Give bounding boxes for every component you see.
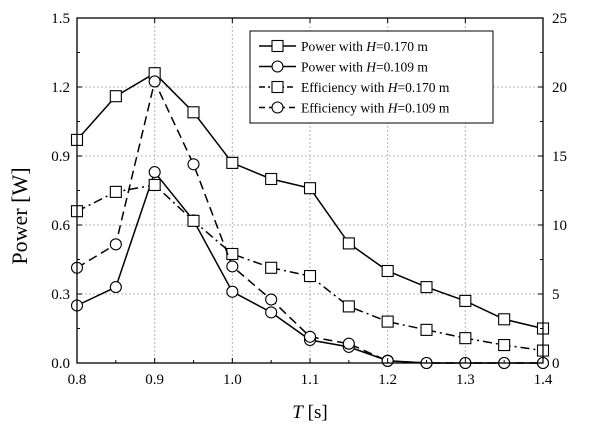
series-3-point	[342, 300, 355, 313]
series-1-point	[381, 264, 394, 278]
series-3-point	[148, 178, 161, 192]
series-1-point	[303, 182, 317, 195]
legend-marker	[271, 80, 284, 94]
legend-entry-label: Efficiency with H=0.109 m	[301, 101, 450, 116]
legend-marker	[271, 39, 284, 53]
series-3-point	[498, 339, 511, 352]
y2-tick-label: 25	[552, 11, 567, 27]
legend-entry-label: Power with H=0.170 m	[301, 39, 428, 54]
series-4-point	[342, 337, 355, 350]
x-tick-label: 1.3	[456, 372, 475, 388]
axis-labels: T [s] Power [W]	[7, 167, 328, 423]
y-tick-label: 0.0	[51, 356, 70, 372]
x-tick-label: 1.2	[378, 372, 397, 388]
series-3-point	[459, 332, 472, 345]
y-tick-label: 1.5	[51, 11, 70, 27]
series-1-point	[342, 237, 355, 250]
legend: Power with H=0.170 m Power with H=0.109 m…	[249, 30, 494, 124]
y-tick-label: 0.3	[51, 287, 70, 303]
legend-entry-label: Power with H=0.109 m	[301, 60, 428, 75]
series-3-point	[381, 315, 394, 328]
series-2-point	[265, 306, 278, 319]
y-tick-label: 0.9	[51, 149, 70, 165]
series-1-point	[226, 156, 239, 169]
x-tick-label: 1.1	[301, 372, 320, 388]
series-4-point	[226, 260, 239, 273]
y-tick-label: 1.2	[51, 80, 70, 96]
y2-tick-label: 10	[552, 218, 567, 234]
series-3-point	[187, 214, 200, 227]
series-3-point	[303, 270, 317, 283]
series-3-point	[420, 323, 433, 336]
legend-marker	[271, 60, 284, 73]
y2-tick-label: 0	[552, 356, 560, 372]
series-3-point	[265, 261, 278, 274]
series-1-point	[187, 106, 200, 119]
series-2-point	[148, 166, 161, 179]
y2-tick-label: 5	[552, 287, 560, 303]
x-axis-label: T [s]	[292, 402, 327, 423]
series-4-point	[109, 238, 122, 251]
series-2-point	[109, 281, 122, 294]
series-1-point	[459, 294, 472, 307]
series-4-point	[265, 293, 278, 306]
series-1-point	[265, 172, 278, 186]
x-tick-label: 1.4	[534, 372, 553, 388]
y2-tick-label: 15	[552, 149, 567, 165]
series-4-point	[303, 330, 317, 343]
y-axis-label: Power [W]	[7, 167, 32, 264]
y2-tick-label: 20	[552, 80, 567, 96]
x-tick-label: 1.0	[223, 372, 242, 388]
series-3-point	[109, 185, 122, 198]
x-tick-label: 0.9	[145, 372, 164, 388]
series-4-point	[148, 75, 161, 88]
axis-ticks: 0.8 0.9 1.0 1.1 1.2 1.3 1.4 0.0 0.3 0.6 0.9 1.2 1.5 0…	[51, 11, 567, 388]
legend-marker	[271, 101, 284, 114]
series-4-point	[187, 158, 200, 171]
y-tick-label: 0.6	[51, 218, 70, 234]
x-tick-label: 0.8	[68, 372, 87, 388]
series-1-point	[498, 313, 511, 326]
series-2-point	[226, 285, 239, 298]
series-1-point	[109, 90, 122, 103]
series-1-point	[420, 281, 433, 294]
series-3-point	[226, 247, 239, 261]
legend-entry-label: Efficiency with H=0.170 m	[301, 80, 450, 95]
